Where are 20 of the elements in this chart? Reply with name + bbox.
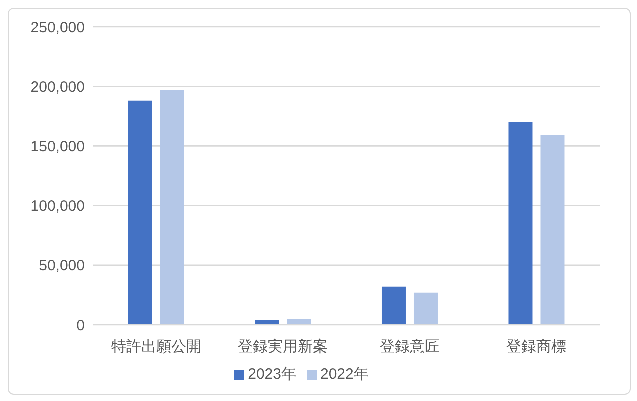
bar bbox=[414, 292, 438, 325]
bar bbox=[128, 100, 152, 325]
bar bbox=[255, 320, 280, 325]
x-tick-label: 登録実用新案 bbox=[238, 338, 328, 356]
bar bbox=[508, 122, 533, 325]
bar bbox=[540, 135, 565, 325]
bar bbox=[382, 286, 406, 325]
y-tick-label: 250,000 bbox=[30, 19, 85, 36]
x-tick-label: 特許出願公開 bbox=[111, 338, 202, 356]
y-tick-label: 100,000 bbox=[30, 198, 85, 216]
bar bbox=[160, 90, 184, 325]
y-tick-label: 200,000 bbox=[30, 78, 85, 96]
legend-label: 2023年 bbox=[248, 366, 296, 383]
bar bbox=[287, 319, 312, 325]
x-tick-label: 登録意匠 bbox=[380, 338, 440, 356]
x-tick-label: 登録商標 bbox=[506, 338, 567, 356]
legend-label: 2022年 bbox=[320, 366, 369, 383]
y-tick-label: 0 bbox=[76, 317, 85, 334]
y-tick-label: 150,000 bbox=[30, 138, 85, 156]
y-tick-label: 50,000 bbox=[39, 258, 85, 275]
